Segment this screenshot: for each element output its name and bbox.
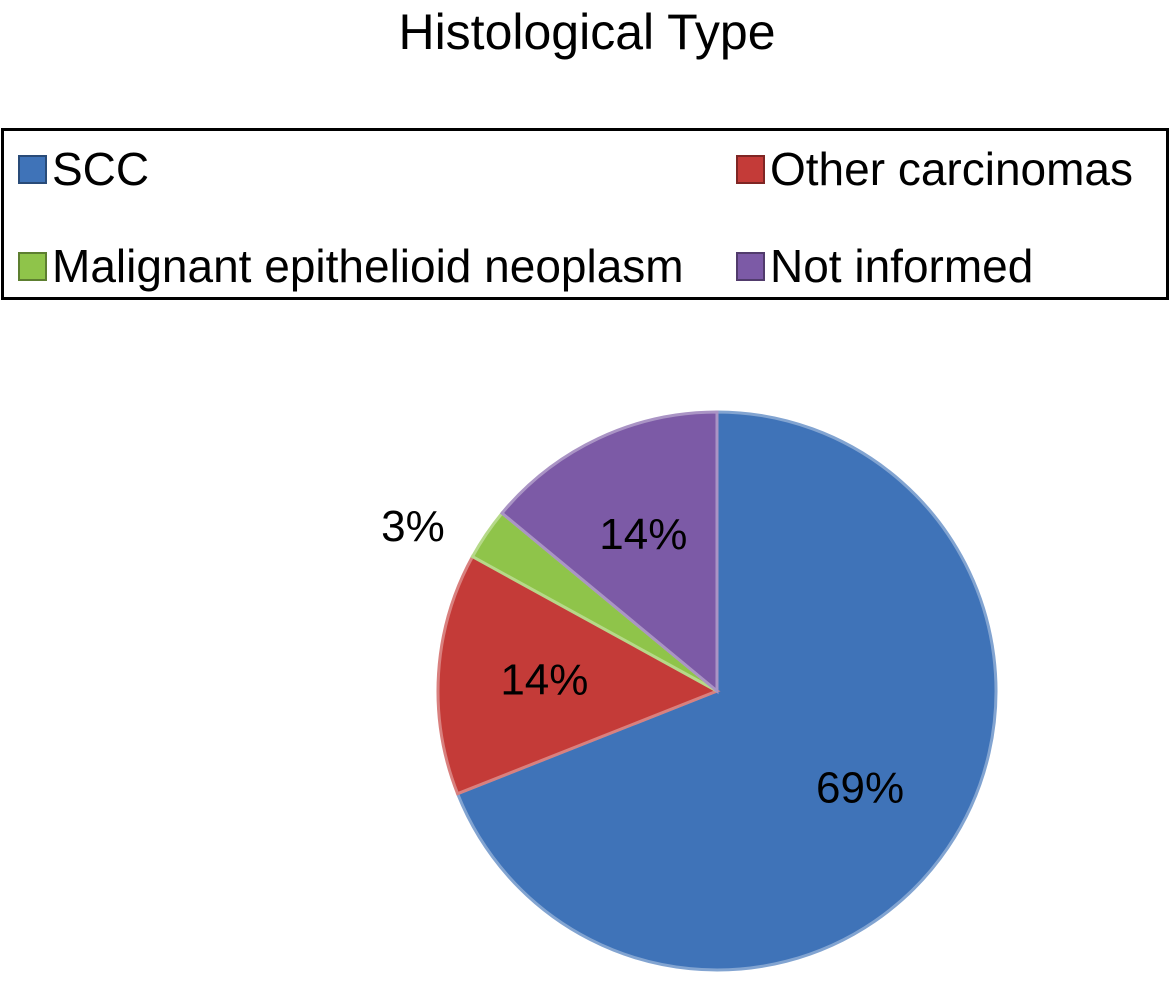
pie-slice-scc [455, 410, 998, 972]
legend-label-malignant-epithelioid-neoplasm: Malignant epithelioid neoplasm [52, 240, 684, 292]
data-label-scc: 69% [816, 764, 904, 813]
data-label-not-informed: 14% [599, 510, 687, 559]
chart-title: Histological Type [398, 4, 776, 60]
data-label-other-carcinomas: 14% [500, 656, 588, 705]
legend: SCC Other carcinomas Malignant epithelio… [1, 128, 1169, 300]
legend-swatch-not-informed [736, 251, 765, 281]
data-label-malignant-epithelioid-neoplasm: 3% [381, 502, 445, 551]
legend-label-other-carcinomas: Other carcinomas [770, 143, 1134, 195]
legend-swatch-scc [18, 154, 47, 184]
legend-label-not-informed: Not informed [770, 240, 1034, 292]
legend-swatch-other-carcinomas [736, 154, 765, 184]
pie-slice-other-carcinomas [436, 554, 721, 796]
legend-swatch-malignant-epithelioid-neoplasm [18, 251, 47, 281]
legend-item-scc: SCC [18, 144, 149, 194]
legend-item-other-carcinomas: Other carcinomas [736, 144, 1133, 194]
legend-label-scc: SCC [52, 143, 150, 195]
legend-item-not-informed: Not informed [736, 241, 1033, 291]
pie-slice-not-informed [499, 410, 719, 695]
legend-item-malignant-epithelioid-neoplasm: Malignant epithelioid neoplasm [18, 241, 684, 291]
